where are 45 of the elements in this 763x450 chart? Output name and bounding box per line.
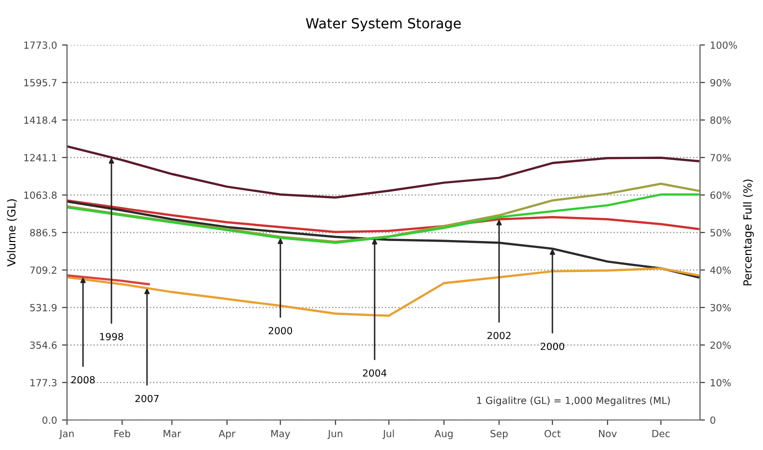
y-tick-label: 1418.4 [24,116,57,124]
y2-tick-label: 60% [710,191,731,199]
y2-tick-label: 100% [710,41,737,49]
y-tick-label: 1063.8 [24,191,57,199]
y-tick-label: 886.5 [30,228,56,236]
y2-axis-title: Percentage Full (%) [743,180,754,286]
x-tick-label: Aug [434,430,453,440]
y2-tick-label: 10% [710,378,731,386]
annotation: 2007 [135,394,159,402]
y-tick-label: 177.3 [30,378,56,386]
y2-tick-label: 50% [710,228,731,236]
y-tick-label: 1773.0 [24,41,57,49]
y2-tick-label: 80% [710,116,731,124]
annotation: 2000 [540,342,564,350]
y-tick-label: 354.6 [30,341,57,349]
y-tick-label: 1595.7 [24,78,56,86]
chart-title: Water System Storage [306,18,461,32]
y-tick-label: 531.9 [30,304,57,312]
y-tick-label: 0.0 [42,416,57,424]
x-tick-label: Feb [114,430,130,438]
x-tick-label: Jan [59,430,74,440]
annotation: 2002 [487,332,510,340]
x-tick-label: Jun [327,430,342,440]
y2-tick-label: 40% [710,266,731,274]
x-tick-label: Dec [652,430,670,438]
y-axis-title: Volume (GL) [6,199,17,267]
y2-tick-label: 20% [710,341,731,349]
y-tick-label: 709.2 [30,266,56,274]
annotation: 2008 [71,376,95,384]
x-tick-label: Jul [382,430,394,440]
x-tick-label: Sep [490,430,508,440]
x-tick-label: Oct [544,430,561,438]
x-tick-label: May [271,430,290,440]
y2-tick-label: 0 [710,416,716,424]
y2-tick-label: 90% [710,78,731,86]
y-tick-label: 1241.1 [24,154,56,162]
y2-tick-label: 70% [710,154,731,162]
x-tick-label: Apr [218,430,236,440]
annotation: 2004 [362,369,386,377]
x-tick-label: Mar [164,430,182,438]
x-tick-label: Nov [599,430,617,438]
y2-tick-label: 30% [710,304,731,312]
annotation: 1998 [100,332,124,340]
annotation: 1 Gigalitre (GL) = 1,000 Megalitres (ML) [477,396,670,406]
annotation: 2000 [268,326,292,334]
